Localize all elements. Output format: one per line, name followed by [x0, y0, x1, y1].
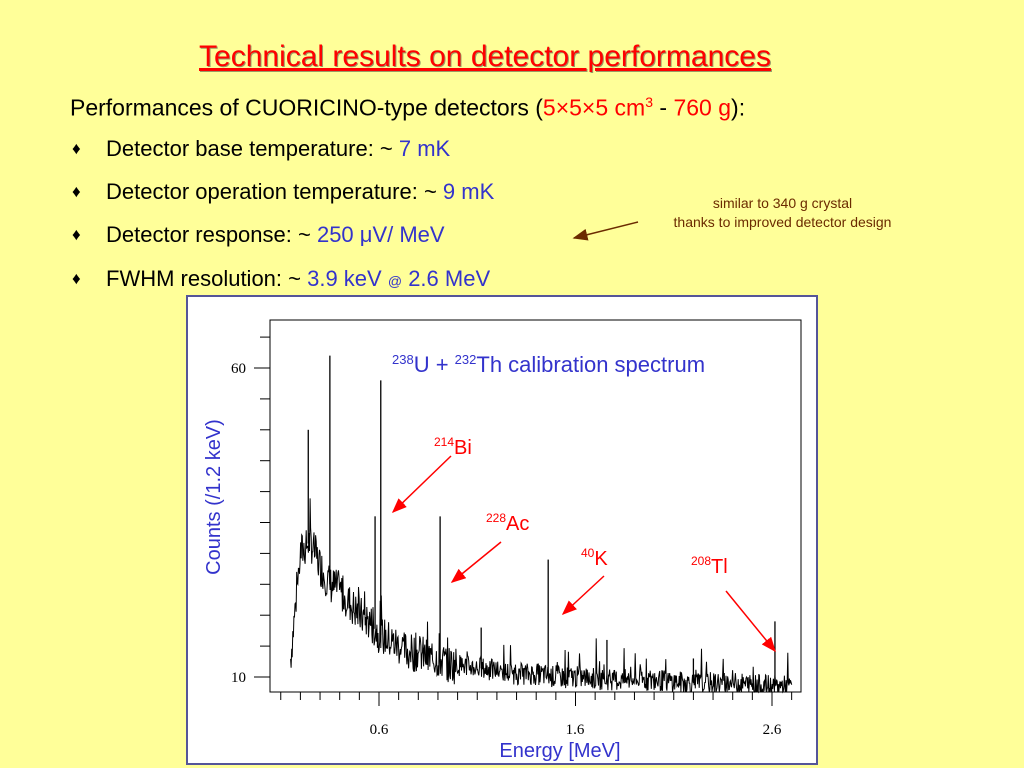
diamond-bullet-icon: ♦ [72, 182, 81, 201]
bullet-value-energy: 2.6 MeV [408, 266, 491, 291]
chart-title-part2: Th calibration spectrum [476, 352, 705, 377]
peak-label-ac: 228Ac [486, 511, 529, 535]
subtitle-dimensions: 5×5×5 cm [542, 94, 646, 121]
bullet-operation-temperature: ♦ Detector operation temperature: ~ 9 mK [72, 179, 494, 205]
bullet-label: FWHM resolution: ~ [106, 266, 308, 291]
x-tick-label-2.6: 2.6 [763, 722, 782, 738]
diamond-bullet-icon: ♦ [72, 269, 81, 288]
y-axis-ticks [254, 336, 270, 678]
x-axis-ticks [280, 692, 793, 706]
bullet-value: 7 mK [398, 136, 451, 161]
note-arrow-line [572, 221, 639, 241]
peak-arrow-ac [450, 541, 502, 583]
note-line-2: thanks to improved detector design [673, 214, 892, 230]
bullet-label: Detector operation temperature: ~ [106, 179, 443, 204]
bullet-at-sign: @ [387, 273, 403, 289]
chart-title-part1: U + [414, 352, 455, 377]
peak-arrow-tl [725, 590, 776, 653]
bullet-label: Detector response: ~ [106, 222, 317, 247]
spectrum-plot: 60 10 0.6 1.6 2.6 Energy [MeV] Counts (/… [186, 295, 818, 765]
bullet-label: Detector base temperature: ~ [106, 136, 399, 161]
peak-label-k: 40K [581, 546, 608, 570]
subtitle-separator: - [653, 94, 674, 121]
subtitle-dimensions-sup: 3 [645, 94, 654, 110]
diamond-bullet-icon: ♦ [72, 225, 81, 244]
bullet-value: 3.9 keV [307, 266, 382, 291]
peak-lines [307, 355, 776, 687]
subtitle-prefix: Performances of CUORICINO-type detectors… [70, 94, 543, 121]
spectrum-chart-svg: 60 10 0.6 1.6 2.6 Energy [MeV] Counts (/… [203, 319, 802, 762]
peak-arrow-k [561, 575, 605, 616]
chart-title-sup2: 232 [455, 352, 477, 367]
design-note: similar to 340 g crystal thanks to impro… [640, 194, 925, 232]
y-tick-label-10: 10 [231, 670, 246, 686]
x-axis-label: Energy [MeV] [499, 740, 620, 762]
chart-title: 238U + 232Th calibration spectrum [392, 352, 705, 377]
subtitle-suffix: ): [731, 94, 746, 121]
y-axis-label: Counts (/1.2 keV) [203, 419, 225, 575]
peak-label-tl: 208Tl [691, 554, 728, 578]
chart-title-sup1: 238 [392, 352, 414, 367]
bullet-value: 250 μV/ MeV [316, 222, 445, 247]
slide-subtitle: Performances of CUORICINO-type detectors… [70, 94, 745, 122]
bullet-detector-response: ♦ Detector response: ~ 250 μV/ MeV [72, 222, 445, 248]
note-line-1: similar to 340 g crystal [712, 195, 853, 211]
x-tick-label-0.6: 0.6 [370, 722, 389, 738]
note-arrow [572, 221, 639, 241]
spectrum-series-line [290, 498, 793, 694]
slide-title: Technical results on detector performanc… [199, 40, 771, 73]
x-tick-label-1.6: 1.6 [566, 722, 585, 738]
bullet-value: 9 mK [442, 179, 495, 204]
plot-area-border [269, 319, 802, 693]
y-tick-label-60: 60 [231, 361, 246, 377]
diamond-bullet-icon: ♦ [72, 139, 81, 158]
peak-label-bi: 214Bi [434, 435, 472, 459]
subtitle-mass: 760 g [673, 94, 732, 121]
bullet-fwhm-resolution: ♦ FWHM resolution: ~ 3.9 keV @ 2.6 MeV [72, 266, 490, 292]
peak-arrow-bi [391, 455, 452, 514]
bullet-base-temperature: ♦ Detector base temperature: ~ 7 mK [72, 136, 450, 162]
